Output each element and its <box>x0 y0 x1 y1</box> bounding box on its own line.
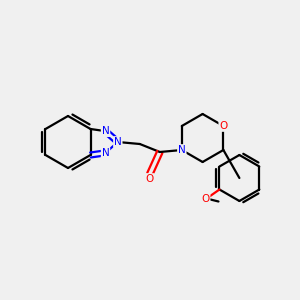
Text: N: N <box>114 137 122 147</box>
Text: O: O <box>219 121 227 131</box>
Text: O: O <box>201 194 210 205</box>
Text: N: N <box>178 145 186 155</box>
Text: O: O <box>146 174 154 184</box>
Text: N: N <box>102 148 110 158</box>
Text: N: N <box>102 126 110 136</box>
